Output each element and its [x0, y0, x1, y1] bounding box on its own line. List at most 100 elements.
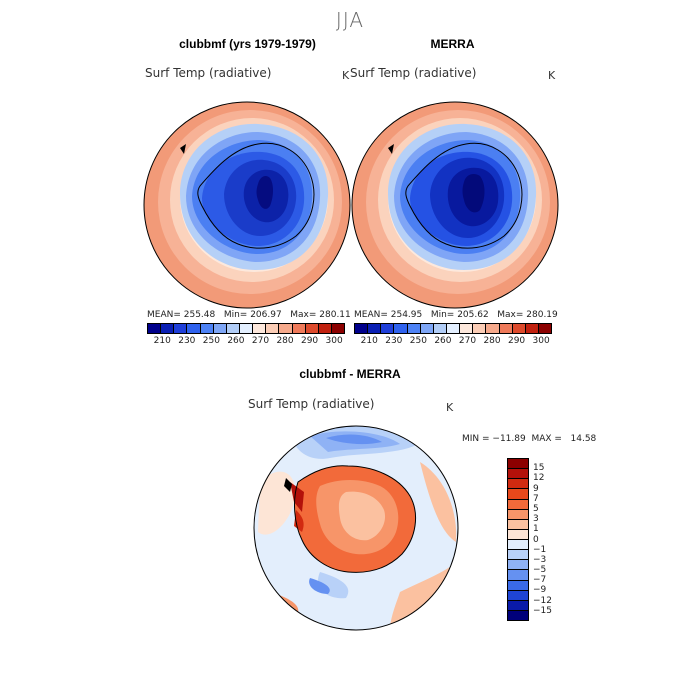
stats-obs: MEAN= 254.95 Min= 205.62 Max= 280.19 — [354, 310, 558, 320]
colorbar-swatch — [508, 469, 528, 480]
colorbar-tick-label: −3 — [533, 554, 547, 565]
units-label-model: K — [342, 69, 350, 82]
colorbar-tick-label: −12 — [533, 595, 552, 606]
colorbar-tick-label: 270 — [251, 336, 270, 346]
colorbar-swatch — [266, 324, 280, 333]
colorbar-tick-label: 0 — [533, 534, 539, 545]
colorbar-obs: 210 230 250 260 270 280 290 300 — [354, 323, 552, 348]
colorbar-swatch — [508, 519, 528, 530]
colorbar-swatch — [508, 499, 528, 510]
diff-variable-label: Surf Temp (radiative) — [248, 397, 375, 411]
colorbar-model: 210 230 250 260 270 280 290 300 — [147, 323, 345, 348]
colorbar-swatch — [508, 570, 528, 581]
colorbar-swatch — [508, 580, 528, 591]
colorbar-swatch — [200, 324, 214, 333]
colorbar-tick-label: 230 — [385, 336, 403, 346]
colorbar-swatch — [508, 479, 528, 490]
colorbar-swatch — [381, 324, 395, 333]
polar-map-model — [143, 101, 351, 309]
colorbar-swatch — [508, 560, 528, 571]
diff-units-label: K — [446, 401, 454, 414]
colorbar-swatch — [213, 324, 227, 333]
colorbar-tick-label: 270 — [458, 336, 477, 346]
colorbar-tick-label: 300 — [532, 336, 550, 346]
colorbar-swatch — [174, 324, 188, 333]
colorbar-difference: 15 12 9 7 5 3 1 0 −1 −3 −5 −7 −9 −12 −15 — [507, 458, 567, 621]
panel-title-model: clubbmf (yrs 1979-1979) — [179, 37, 316, 51]
variable-label-model: Surf Temp (radiative) — [145, 66, 272, 80]
colorbar-swatch — [161, 324, 175, 333]
colorbar-tick-label: 260 — [434, 336, 452, 346]
stats-model: MEAN= 255.48 Min= 206.97 Max= 280.11 — [147, 310, 351, 320]
colorbar-tick-label: 210 — [153, 336, 171, 346]
colorbar-swatch — [420, 324, 434, 333]
colorbar-swatch — [331, 324, 345, 333]
colorbar-swatch — [508, 550, 528, 561]
colorbar-tick-label: 5 — [533, 503, 539, 514]
colorbar-obs-swatches — [354, 323, 552, 334]
units-label-obs: K — [548, 69, 556, 82]
colorbar-obs-labels: 210 230 250 260 270 280 290 300 — [354, 334, 552, 348]
colorbar-tick-label: 250 — [409, 336, 427, 346]
colorbar-swatch — [525, 324, 539, 333]
colorbar-swatch — [508, 600, 528, 611]
colorbar-swatch — [394, 324, 408, 333]
colorbar-swatch — [368, 324, 382, 333]
colorbar-swatch — [187, 324, 201, 333]
colorbar-swatch — [226, 324, 240, 333]
colorbar-swatch — [279, 324, 293, 333]
colorbar-swatch — [407, 324, 421, 333]
colorbar-tick-label: 1 — [533, 524, 539, 535]
colorbar-tick-label: 3 — [533, 514, 539, 525]
colorbar-swatch — [239, 324, 254, 333]
season-title: JJA — [335, 8, 365, 32]
colorbar-swatch — [148, 324, 162, 333]
colorbar-swatch — [508, 489, 528, 500]
colorbar-tick-label: 290 — [300, 336, 319, 346]
colorbar-tick-label: 290 — [507, 336, 526, 346]
colorbar-swatch — [460, 324, 474, 333]
colorbar-swatch — [499, 324, 513, 333]
colorbar-tick-label: 210 — [360, 336, 378, 346]
colorbar-swatch — [508, 590, 528, 601]
colorbar-tick-label: 300 — [325, 336, 343, 346]
colorbar-difference-swatches — [507, 458, 529, 621]
colorbar-swatch — [355, 324, 369, 333]
colorbar-tick-label: 280 — [276, 336, 294, 346]
diff-stats: MIN = −11.89 MAX = 14.58 — [462, 434, 597, 444]
colorbar-swatch — [508, 540, 528, 551]
colorbar-swatch — [508, 610, 528, 620]
colorbar-swatch — [292, 324, 306, 333]
colorbar-tick-label: −1 — [533, 544, 547, 555]
colorbar-swatch — [446, 324, 461, 333]
colorbar-tick-label: 12 — [533, 473, 545, 484]
colorbar-swatch — [305, 324, 319, 333]
colorbar-tick-label: −15 — [533, 605, 552, 616]
colorbar-tick-label: 250 — [202, 336, 220, 346]
colorbar-swatch — [508, 509, 528, 520]
colorbar-swatch — [433, 324, 447, 333]
colorbar-tick-label: 260 — [227, 336, 245, 346]
colorbar-model-swatches — [147, 323, 345, 334]
polar-map-obs — [351, 101, 559, 309]
colorbar-swatch — [486, 324, 500, 333]
variable-label-obs: Surf Temp (radiative) — [350, 66, 477, 80]
colorbar-swatch — [253, 324, 267, 333]
colorbar-swatch — [508, 459, 528, 470]
colorbar-tick-label: 7 — [533, 493, 539, 504]
colorbar-tick-label: 9 — [533, 483, 539, 494]
colorbar-swatch — [318, 324, 332, 333]
colorbar-swatch — [473, 324, 487, 333]
colorbar-swatch — [512, 324, 526, 333]
panel-title-obs: MERRA — [430, 37, 475, 51]
colorbar-model-labels: 210 230 250 260 270 280 290 300 — [147, 334, 345, 348]
colorbar-tick-label: −9 — [533, 585, 547, 596]
colorbar-tick-label: −5 — [533, 565, 547, 576]
colorbar-swatch — [508, 529, 528, 540]
colorbar-tick-label: −7 — [533, 575, 547, 586]
colorbar-tick-label: 280 — [483, 336, 501, 346]
diff-panel-title: clubbmf - MERRA — [299, 367, 401, 381]
colorbar-tick-label: 230 — [178, 336, 196, 346]
polar-map-difference — [253, 425, 459, 631]
colorbar-swatch — [538, 324, 552, 333]
